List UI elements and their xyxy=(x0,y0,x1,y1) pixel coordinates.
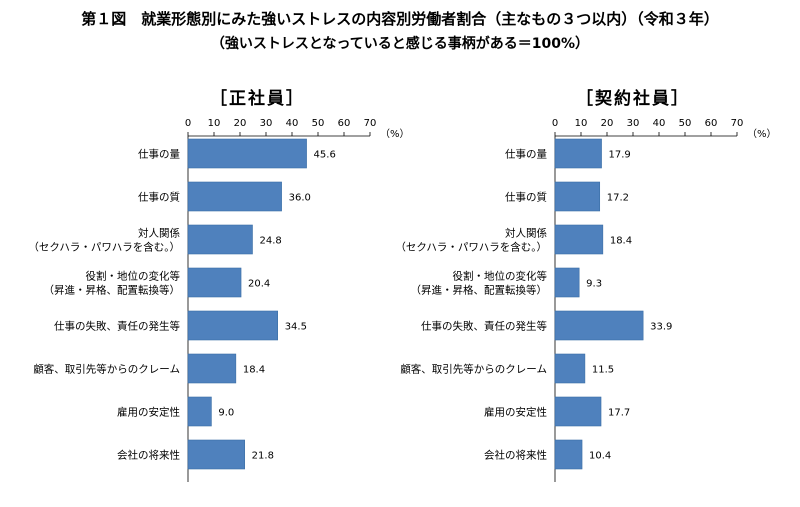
category-label: （昇進・昇格、配置転換等） xyxy=(411,284,548,297)
bar-value-label: 34.5 xyxy=(285,322,307,333)
bar xyxy=(554,138,602,169)
category-label: （セクハラ・パワハラを含む。） xyxy=(28,241,180,254)
figure-subtitle: （強いストレスとなっていると感じる事柄がある＝100%） xyxy=(211,35,589,52)
bar xyxy=(187,396,212,427)
bar-value-label: 9.0 xyxy=(218,408,234,419)
bar-value-label: 36.0 xyxy=(289,193,311,204)
x-tick-label: 10 xyxy=(575,118,588,129)
bar-value-label: 11.5 xyxy=(592,365,614,376)
category-label: （セクハラ・パワハラを含む。） xyxy=(395,241,547,254)
category-label: 仕事の量 xyxy=(505,148,547,161)
x-tick-label: 70 xyxy=(364,118,377,129)
bar-value-label: 24.8 xyxy=(259,236,281,247)
x-tick-label: 20 xyxy=(601,118,614,129)
panel-title: ［契約社員］ xyxy=(576,88,690,109)
x-tick-label: 40 xyxy=(286,118,299,129)
bar-value-label: 18.4 xyxy=(610,236,632,247)
x-tick-label: 50 xyxy=(679,118,692,129)
x-tick-label: 10 xyxy=(208,118,221,129)
bar xyxy=(187,439,245,470)
category-label: 雇用の安定性 xyxy=(484,406,547,419)
bar xyxy=(554,224,604,255)
bar xyxy=(554,439,583,470)
axis-unit-label: （%） xyxy=(747,128,777,140)
category-label: 対人関係 xyxy=(138,227,180,240)
category-label: （昇進・昇格、配置転換等） xyxy=(44,284,181,297)
bar xyxy=(554,310,644,341)
category-label: 仕事の質 xyxy=(138,191,180,204)
bar xyxy=(187,181,282,212)
x-tick-label: 0 xyxy=(185,118,191,129)
category-label: 顧客、取引先等からのクレーム xyxy=(33,363,180,376)
bar-value-label: 21.8 xyxy=(252,451,274,462)
category-label: 会社の将来性 xyxy=(117,449,180,462)
x-tick-label: 0 xyxy=(552,118,558,129)
bar-value-label: 17.9 xyxy=(609,150,631,161)
bar-value-label: 33.9 xyxy=(650,322,672,333)
panel-regular-employees: ［正社員］ 0 10 20 30 40 50 60 70（%） 45.6 仕事の量 36.0 仕事の質 2… xyxy=(28,88,410,482)
x-tick-label: 60 xyxy=(705,118,718,129)
bar-value-label: 10.4 xyxy=(589,451,611,462)
category-label: 雇用の安定性 xyxy=(117,406,180,419)
category-label: 仕事の失敗、責任の発生等 xyxy=(54,320,180,333)
bar xyxy=(187,353,237,384)
x-tick-label: 70 xyxy=(731,118,744,129)
category-label: 会社の将来性 xyxy=(484,449,547,462)
figure-title: 第１図 就業形態別にみた強いストレスの内容別労働者割合（主なもの３つ以内）（令和… xyxy=(81,10,719,28)
bar xyxy=(554,267,580,298)
bar xyxy=(187,224,253,255)
bar xyxy=(554,181,601,212)
panel-contract-employees: ［契約社員］ 0 10 20 30 40 50 60 70（%） 17.9 仕事の量 17.2 仕事の質… xyxy=(395,88,777,482)
bar-value-label: 20.4 xyxy=(248,279,270,290)
bar xyxy=(554,396,602,427)
x-tick-label: 30 xyxy=(260,118,273,129)
bar-value-label: 45.6 xyxy=(314,150,336,161)
bar-value-label: 17.2 xyxy=(607,193,629,204)
x-tick-label: 50 xyxy=(312,118,325,129)
bar xyxy=(554,353,586,384)
category-label: 仕事の質 xyxy=(505,191,547,204)
panel-title: ［正社員］ xyxy=(210,88,305,109)
bar-value-label: 9.3 xyxy=(586,279,602,290)
x-tick-label: 20 xyxy=(234,118,247,129)
bar-value-label: 17.7 xyxy=(608,408,630,419)
category-label: 対人関係 xyxy=(505,227,547,240)
category-label: 役割・地位の変化等 xyxy=(86,270,181,283)
category-label: 仕事の失敗、責任の発生等 xyxy=(421,320,547,333)
x-tick-label: 30 xyxy=(627,118,640,129)
category-label: 仕事の量 xyxy=(138,148,180,161)
bar xyxy=(187,267,242,298)
bar xyxy=(187,310,278,341)
category-label: 顧客、取引先等からのクレーム xyxy=(400,363,547,376)
x-tick-label: 40 xyxy=(653,118,666,129)
bar xyxy=(187,138,307,169)
x-tick-label: 60 xyxy=(338,118,351,129)
bar-value-label: 18.4 xyxy=(243,365,265,376)
category-label: 役割・地位の変化等 xyxy=(453,270,548,283)
axis-unit-label: （%） xyxy=(380,128,410,140)
